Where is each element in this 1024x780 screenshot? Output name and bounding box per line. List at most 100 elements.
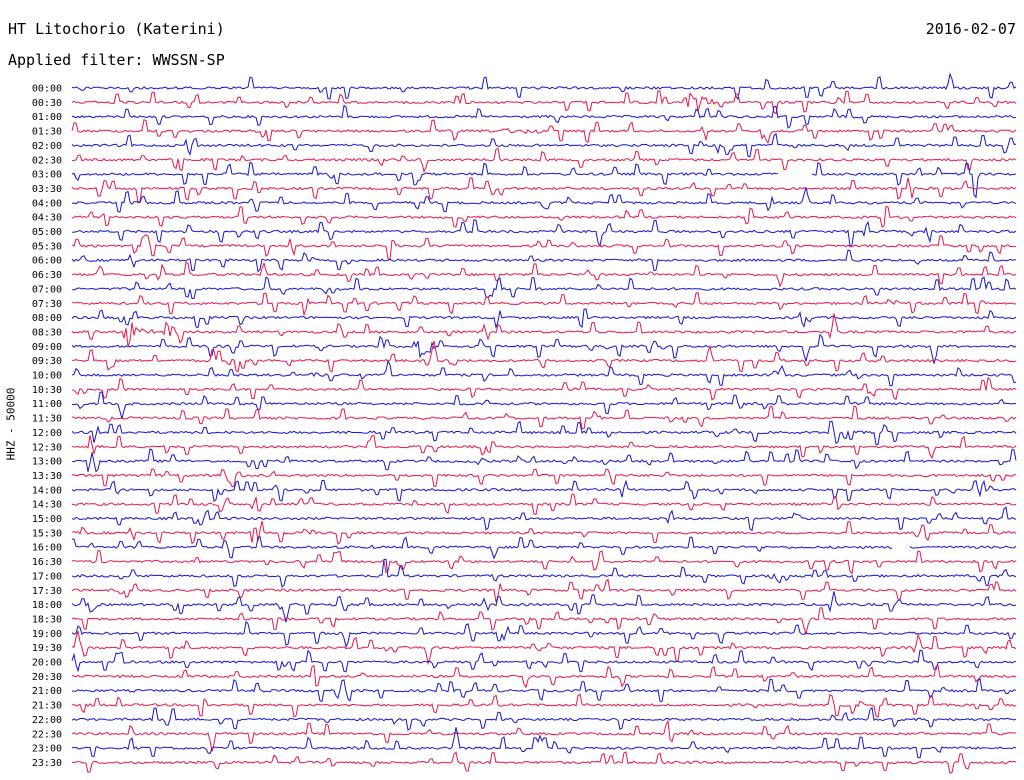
row-time-label: 18:30 xyxy=(32,614,62,625)
row-time-label: 04:30 xyxy=(32,213,62,224)
trace-line xyxy=(71,333,1017,364)
station-title: HT Litochorio (Katerini) xyxy=(8,20,225,38)
row-time-label: 07:00 xyxy=(32,284,62,295)
row-time-label: 13:00 xyxy=(32,457,62,468)
trace-line xyxy=(71,249,1017,273)
row-time-label: 17:00 xyxy=(32,571,62,582)
trace-line xyxy=(71,693,1017,718)
row-time-label: 22:00 xyxy=(32,715,62,726)
date-label: 2016-02-07 xyxy=(925,20,1016,38)
row-time-label: 02:00 xyxy=(32,141,62,152)
trace-line xyxy=(72,677,1017,703)
trace-line xyxy=(71,664,1017,689)
trace-line xyxy=(71,308,1017,329)
row-time-label: 15:30 xyxy=(32,528,62,539)
row-time-label: 15:00 xyxy=(32,514,62,525)
trace-line xyxy=(71,420,1017,445)
row-time-label: 02:30 xyxy=(32,155,62,166)
trace-line xyxy=(71,649,1017,673)
trace-line xyxy=(71,90,1017,115)
row-time-label: 23:00 xyxy=(32,744,62,755)
trace-line xyxy=(71,620,1017,649)
row-time-label: 19:00 xyxy=(32,629,62,640)
row-time-label: 06:30 xyxy=(32,270,62,281)
row-time-label: 09:00 xyxy=(32,342,62,353)
trace-line xyxy=(71,607,1017,636)
trace-line xyxy=(71,233,1017,261)
row-time-label: 05:00 xyxy=(32,227,62,238)
trace-line xyxy=(71,72,1017,101)
trace-line xyxy=(71,591,1017,623)
trace-line xyxy=(71,751,1017,774)
trace-line xyxy=(71,550,1017,575)
row-time-label: 12:30 xyxy=(32,442,62,453)
row-time-label: 19:30 xyxy=(32,643,62,654)
trace-line xyxy=(71,177,1017,204)
trace-line xyxy=(71,187,1017,213)
row-time-label: 12:00 xyxy=(32,428,62,439)
trace-line xyxy=(71,340,1017,373)
row-time-label: 08:30 xyxy=(32,327,62,338)
row-time-label: 04:00 xyxy=(32,198,62,209)
trace-line xyxy=(71,535,1017,560)
row-time-label: 00:30 xyxy=(32,98,62,109)
trace-line xyxy=(71,376,1017,401)
trace-line xyxy=(71,468,1017,488)
trace-line xyxy=(71,276,1017,299)
row-time-label: 20:00 xyxy=(32,658,62,669)
trace-line xyxy=(71,391,1017,420)
row-time-label: 03:30 xyxy=(32,184,62,195)
row-time-label: 07:30 xyxy=(32,299,62,310)
row-time-label: 23:30 xyxy=(32,758,62,769)
trace-line xyxy=(71,104,1017,129)
trace-line xyxy=(71,132,1017,158)
row-time-label: 00:00 xyxy=(32,84,62,95)
row-time-label: 11:30 xyxy=(32,414,62,425)
trace-line xyxy=(71,261,1017,288)
trace-line xyxy=(71,727,1017,759)
trace-line xyxy=(71,479,1017,503)
trace-line xyxy=(71,558,1017,588)
trace-line xyxy=(71,161,1017,199)
row-time-label: 11:00 xyxy=(32,399,62,410)
row-time-label: 06:00 xyxy=(32,256,62,267)
row-time-label: 21:30 xyxy=(32,701,62,712)
row-time-label: 01:00 xyxy=(32,112,62,123)
row-time-label: 01:30 xyxy=(32,127,62,138)
row-time-label: 20:30 xyxy=(32,672,62,683)
row-time-label: 21:00 xyxy=(32,686,62,697)
row-time-label: 17:30 xyxy=(32,586,62,597)
row-time-label: 05:30 xyxy=(32,241,62,252)
row-time-label: 18:00 xyxy=(32,600,62,611)
row-time-label: 22:30 xyxy=(32,729,62,740)
trace-line xyxy=(71,631,1017,666)
trace-line xyxy=(71,219,1017,248)
filter-label: Applied filter: WWSSN-SP xyxy=(8,51,225,69)
row-time-label: 13:30 xyxy=(32,471,62,482)
trace-line xyxy=(71,520,1017,545)
trace-line xyxy=(71,119,1017,145)
trace-line xyxy=(71,706,1017,731)
row-time-label: 14:00 xyxy=(32,485,62,496)
trace-line xyxy=(71,578,1017,603)
row-time-label: 10:30 xyxy=(32,385,62,396)
trace-line xyxy=(71,291,1017,317)
trace-line xyxy=(71,435,1017,460)
trace-line xyxy=(71,359,1017,387)
row-time-label: 16:30 xyxy=(32,557,62,568)
trace-line xyxy=(71,448,1017,473)
row-time-label: 08:00 xyxy=(32,313,62,324)
trace-line xyxy=(71,719,1017,752)
row-time-label: 10:00 xyxy=(32,371,62,382)
trace-line xyxy=(71,493,1017,515)
row-time-label: 16:00 xyxy=(32,543,62,554)
row-time-label: 09:30 xyxy=(32,356,62,367)
trace-line xyxy=(71,506,1017,532)
trace-line xyxy=(71,147,1017,174)
row-time-label: 14:30 xyxy=(32,500,62,511)
row-time-label: 03:00 xyxy=(32,170,62,181)
trace-line xyxy=(71,313,1017,347)
trace-line xyxy=(71,206,1017,228)
trace-line xyxy=(71,405,1017,430)
